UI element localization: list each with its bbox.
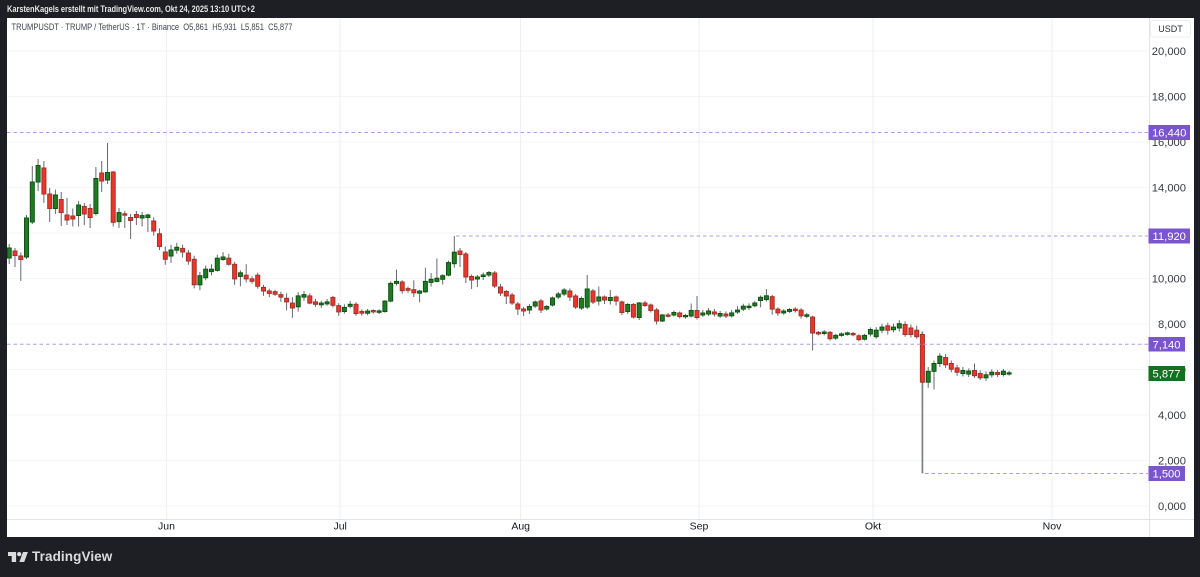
svg-text:20,000: 20,000 bbox=[1152, 46, 1186, 58]
svg-text:4,000: 4,000 bbox=[1158, 410, 1186, 422]
svg-text:Jul: Jul bbox=[333, 521, 346, 533]
svg-text:Jun: Jun bbox=[158, 521, 175, 533]
svg-text:14,000: 14,000 bbox=[1152, 183, 1186, 195]
svg-text:0,000: 0,000 bbox=[1158, 501, 1186, 513]
svg-text:Okt: Okt bbox=[865, 521, 881, 533]
svg-text:16,000: 16,000 bbox=[1152, 137, 1186, 149]
svg-text:Sep: Sep bbox=[690, 521, 709, 533]
svg-text:10,000: 10,000 bbox=[1152, 274, 1186, 286]
svg-text:Aug: Aug bbox=[511, 521, 530, 533]
svg-text:18,000: 18,000 bbox=[1152, 92, 1186, 104]
svg-text:2,000: 2,000 bbox=[1158, 456, 1186, 468]
svg-text:USDT: USDT bbox=[1158, 24, 1183, 34]
svg-text:TRUMPUSDT · TRUMP / TetherUS ·: TRUMPUSDT · TRUMP / TetherUS · 1T · Bina… bbox=[12, 22, 293, 33]
svg-text:1,500: 1,500 bbox=[1153, 469, 1181, 481]
svg-text:11,920: 11,920 bbox=[1153, 231, 1186, 243]
svg-text:5,877: 5,877 bbox=[1153, 369, 1181, 381]
svg-text:8,000: 8,000 bbox=[1158, 319, 1186, 331]
svg-text:Nov: Nov bbox=[1043, 521, 1062, 533]
svg-text:7,140: 7,140 bbox=[1153, 339, 1181, 351]
svg-text:16,440: 16,440 bbox=[1152, 128, 1186, 140]
